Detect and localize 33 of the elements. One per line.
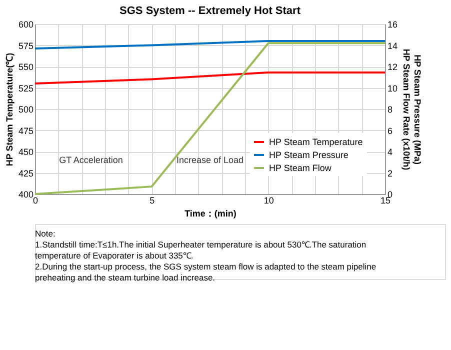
y2-tick-label: 2 (388, 168, 393, 178)
y2-tick-label: 6 (388, 126, 393, 136)
y2-tick-label: 4 (388, 147, 393, 157)
y-tick-label: 475 (18, 126, 34, 136)
y2-tick-label: 16 (388, 20, 398, 30)
legend-label: HP Steam Temperature (269, 137, 363, 147)
y2-tick-label: 8 (388, 104, 393, 114)
text: 1.Standstill time:T≤1h.The initial Superheater temperature is about 530℃.The saturation temperature of Evaporater is about 335℃. (35, 240, 366, 260)
y-tick-label: 600 (18, 20, 34, 30)
annotation: Increase of Load (176, 155, 244, 165)
y2-tick-label: 10 (388, 83, 398, 94)
y-tick-label: 400 (18, 190, 34, 200)
text: Note: (35, 228, 56, 238)
y2-axis-title: HP Steam Pressure (MPa) HP Steam Flow Rate (x10t/h) (402, 48, 423, 170)
y-tick-label: 425 (18, 168, 34, 178)
y-tick-label: 525 (18, 83, 34, 94)
annotation: GT Acceleration (59, 155, 123, 165)
y-tick-label: 575 (18, 40, 34, 51)
y-tick-label: 500 (18, 104, 34, 114)
text: 2.During the start-up process, the SGS system steam flow is adapted to the steam pipeline preheating and the steam turbine load increase. (35, 262, 376, 282)
legend-label: HP Steam Pressure (269, 150, 348, 160)
chart-title: SGS System -- Extremely Hot Start (120, 5, 301, 17)
x-axis-title: Time：(min) (184, 208, 236, 218)
y2-tick-label: 12 (388, 62, 398, 72)
y-tick-label: 450 (18, 147, 34, 157)
y-axis-title: HP Steam Temperature(℃) (4, 52, 14, 166)
x-tick-label: 0 (32, 196, 38, 206)
y2-tick-label: 14 (388, 40, 398, 51)
x-tick-label: 5 (150, 196, 155, 206)
x-tick-label: 15 (380, 196, 391, 206)
x-tick-label: 10 (264, 196, 274, 206)
y-tick-label: 550 (18, 62, 34, 72)
legend-label: HP Steam Flow (269, 163, 332, 173)
